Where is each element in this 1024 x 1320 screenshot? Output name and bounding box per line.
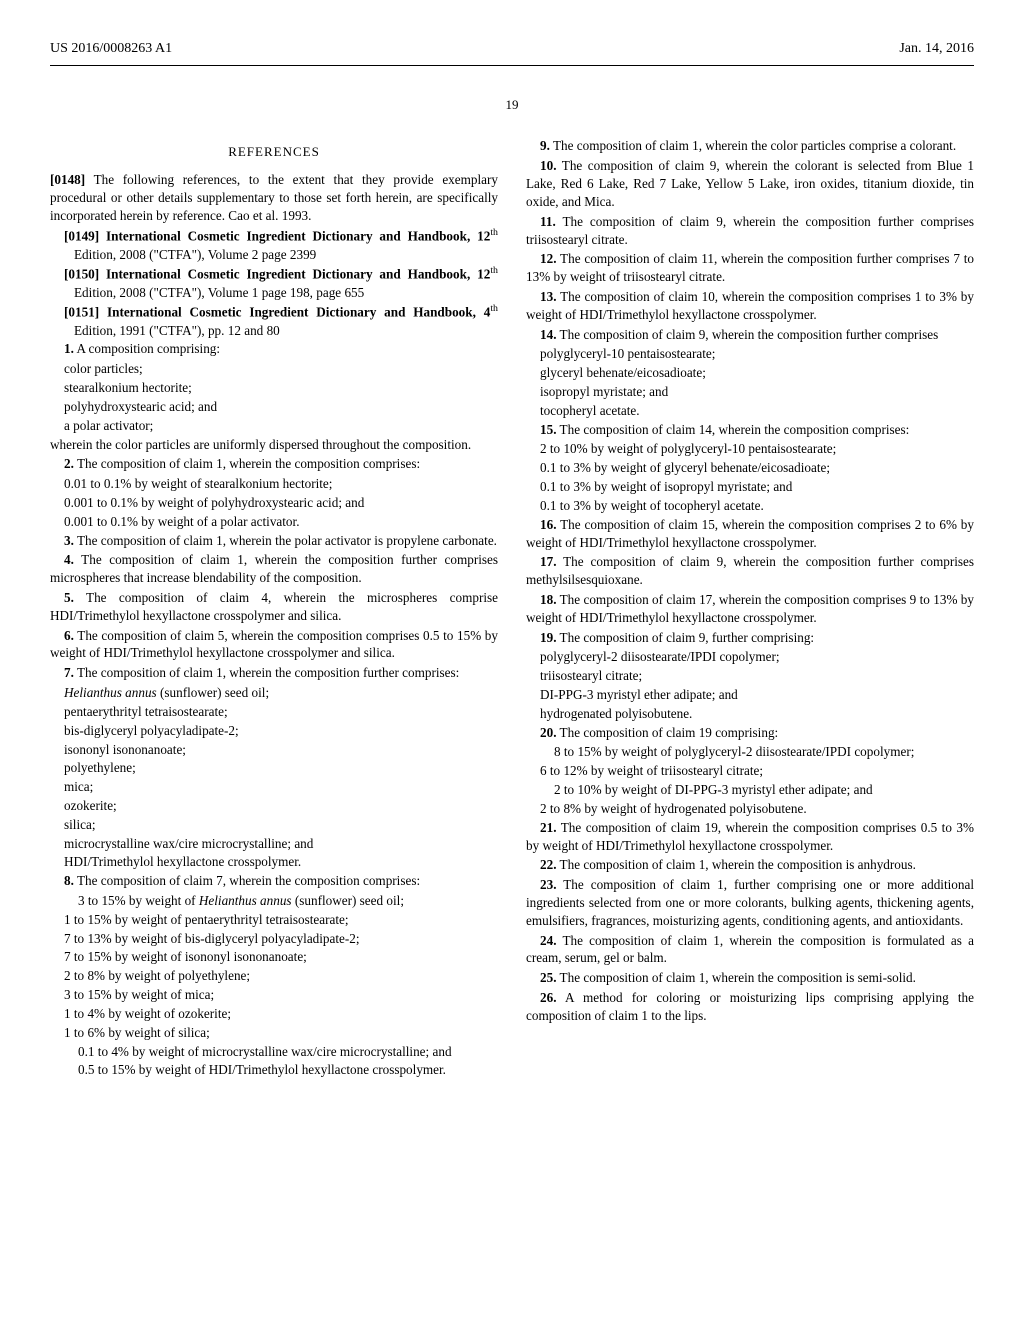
claim-17: 17. The composition of claim 9, wherein … <box>526 553 974 589</box>
claim-1: 1. A composition comprising: <box>50 340 498 358</box>
publication-date: Jan. 14, 2016 <box>899 40 974 59</box>
claim-8-item: 2 to 8% by weight of polyethylene; <box>50 967 498 985</box>
claim-19-item: triisostearyl citrate; <box>526 667 974 685</box>
claim-24: 24. The composition of claim 1, wherein … <box>526 932 974 968</box>
claim-20-item: 6 to 12% by weight of triisostearyl citr… <box>526 762 974 780</box>
claim-1-item: stearalkonium hectorite; <box>50 379 498 397</box>
publication-number: US 2016/0008263 A1 <box>50 40 172 59</box>
claim-8-item: 7 to 13% by weight of bis-diglyceryl pol… <box>50 930 498 948</box>
claim-14-item: tocopheryl acetate. <box>526 402 974 420</box>
claim-1-tail: wherein the color particles are uniforml… <box>50 436 498 454</box>
claim-7: 7. The composition of claim 1, wherein t… <box>50 664 498 682</box>
claim-20-item: 8 to 15% by weight of polyglyceryl-2 dii… <box>526 743 974 761</box>
claim-15-item: 2 to 10% by weight of polyglyceryl-10 pe… <box>526 440 974 458</box>
claim-7-item: pentaerythrityl tetraisostearate; <box>50 703 498 721</box>
references-heading: REFERENCES <box>50 143 498 161</box>
claim-15-item: 0.1 to 3% by weight of tocopheryl acetat… <box>526 497 974 515</box>
claim-13: 13. The composition of claim 10, wherein… <box>526 288 974 324</box>
claim-21: 21. The composition of claim 19, wherein… <box>526 819 974 855</box>
claim-1-item: polyhydroxystearic acid; and <box>50 398 498 416</box>
para-num: [0151] International Cosmetic Ingredient… <box>64 305 490 320</box>
claim-12: 12. The composition of claim 11, wherein… <box>526 250 974 286</box>
claim-2-item: 0.01 to 0.1% by weight of stearalkonium … <box>50 475 498 493</box>
claim-18: 18. The composition of claim 17, wherein… <box>526 591 974 627</box>
claim-8-item: 7 to 15% by weight of isononyl isononano… <box>50 948 498 966</box>
para-0151: [0151] International Cosmetic Ingredient… <box>50 302 498 339</box>
para-num: [0150] International Cosmetic Ingredient… <box>64 267 490 282</box>
claim-7-item: bis-diglyceryl polyacyladipate-2; <box>50 722 498 740</box>
claim-8-item: 1 to 6% by weight of silica; <box>50 1024 498 1042</box>
claim-2-item: 0.001 to 0.1% by weight of a polar activ… <box>50 513 498 531</box>
claim-1-item: color particles; <box>50 360 498 378</box>
claim-2: 2. The composition of claim 1, wherein t… <box>50 455 498 473</box>
left-column: REFERENCES [0148] The following referenc… <box>50 137 498 1080</box>
claim-8-item: 3 to 15% by weight of mica; <box>50 986 498 1004</box>
para-num: [0149] International Cosmetic Ingredient… <box>64 229 490 244</box>
right-column: 9. The composition of claim 1, wherein t… <box>526 137 974 1080</box>
para-0150: [0150] International Cosmetic Ingredient… <box>50 264 498 301</box>
page-number: 19 <box>50 96 974 114</box>
claim-7-item: HDI/Trimethylol hexyllactone crosspolyme… <box>50 853 498 871</box>
claim-14: 14. The composition of claim 9, wherein … <box>526 326 974 344</box>
claim-7-item: mica; <box>50 778 498 796</box>
claim-14-item: isopropyl myristate; and <box>526 383 974 401</box>
claim-19-item: polyglyceryl-2 diisostearate/IPDI copoly… <box>526 648 974 666</box>
claim-7-item: ozokerite; <box>50 797 498 815</box>
claim-10: 10. The composition of claim 9, wherein … <box>526 157 974 210</box>
claim-7-item: isononyl isononanoate; <box>50 741 498 759</box>
claim-7-item: polyethylene; <box>50 759 498 777</box>
claim-7-item: silica; <box>50 816 498 834</box>
claim-11: 11. The composition of claim 9, wherein … <box>526 213 974 249</box>
header-rule <box>50 65 974 66</box>
claim-16: 16. The composition of claim 15, wherein… <box>526 516 974 552</box>
claim-19: 19. The composition of claim 9, further … <box>526 629 974 647</box>
claim-25: 25. The composition of claim 1, wherein … <box>526 969 974 987</box>
claim-14-item: polyglyceryl-10 pentaisostearate; <box>526 345 974 363</box>
claim-5: 5. The composition of claim 4, wherein t… <box>50 589 498 625</box>
claim-4: 4. The composition of claim 1, wherein t… <box>50 551 498 587</box>
claim-3: 3. The composition of claim 1, wherein t… <box>50 532 498 550</box>
claim-7-item: microcrystalline wax/cire microcrystalli… <box>50 835 498 853</box>
claim-8-item: 0.1 to 4% by weight of microcrystalline … <box>50 1043 498 1061</box>
claim-2-item: 0.001 to 0.1% by weight of polyhydroxyst… <box>50 494 498 512</box>
claim-14-item: glyceryl behenate/eicosadioate; <box>526 364 974 382</box>
claim-22: 22. The composition of claim 1, wherein … <box>526 856 974 874</box>
claim-1-item: a polar activator; <box>50 417 498 435</box>
para-0148: [0148] The following references, to the … <box>50 171 498 224</box>
claim-8-item: 1 to 4% by weight of ozokerite; <box>50 1005 498 1023</box>
claim-9: 9. The composition of claim 1, wherein t… <box>526 137 974 155</box>
claim-26: 26. A method for coloring or moisturizin… <box>526 989 974 1025</box>
claim-19-item: hydrogenated polyisobutene. <box>526 705 974 723</box>
claim-23: 23. The composition of claim 1, further … <box>526 876 974 929</box>
claim-15-item: 0.1 to 3% by weight of isopropyl myrista… <box>526 478 974 496</box>
claim-19-item: DI-PPG-3 myristyl ether adipate; and <box>526 686 974 704</box>
claim-15: 15. The composition of claim 14, wherein… <box>526 421 974 439</box>
claim-8-item: 0.5 to 15% by weight of HDI/Trimethylol … <box>50 1061 498 1079</box>
claim-7-item: Helianthus annus (sunflower) seed oil; <box>50 684 498 702</box>
claim-20-item: 2 to 10% by weight of DI-PPG-3 myristyl … <box>526 781 974 799</box>
two-column-layout: REFERENCES [0148] The following referenc… <box>50 137 974 1080</box>
claim-8: 8. The composition of claim 7, wherein t… <box>50 872 498 890</box>
claim-8-item: 1 to 15% by weight of pentaerythrityl te… <box>50 911 498 929</box>
claim-8-item: 3 to 15% by weight of Helianthus annus (… <box>50 892 498 910</box>
claim-15-item: 0.1 to 3% by weight of glyceryl behenate… <box>526 459 974 477</box>
claim-20-item: 2 to 8% by weight of hydrogenated polyis… <box>526 800 974 818</box>
claim-20: 20. The composition of claim 19 comprisi… <box>526 724 974 742</box>
para-0149: [0149] International Cosmetic Ingredient… <box>50 226 498 263</box>
claim-6: 6. The composition of claim 5, wherein t… <box>50 627 498 663</box>
header-row: US 2016/0008263 A1 Jan. 14, 2016 <box>50 40 974 59</box>
